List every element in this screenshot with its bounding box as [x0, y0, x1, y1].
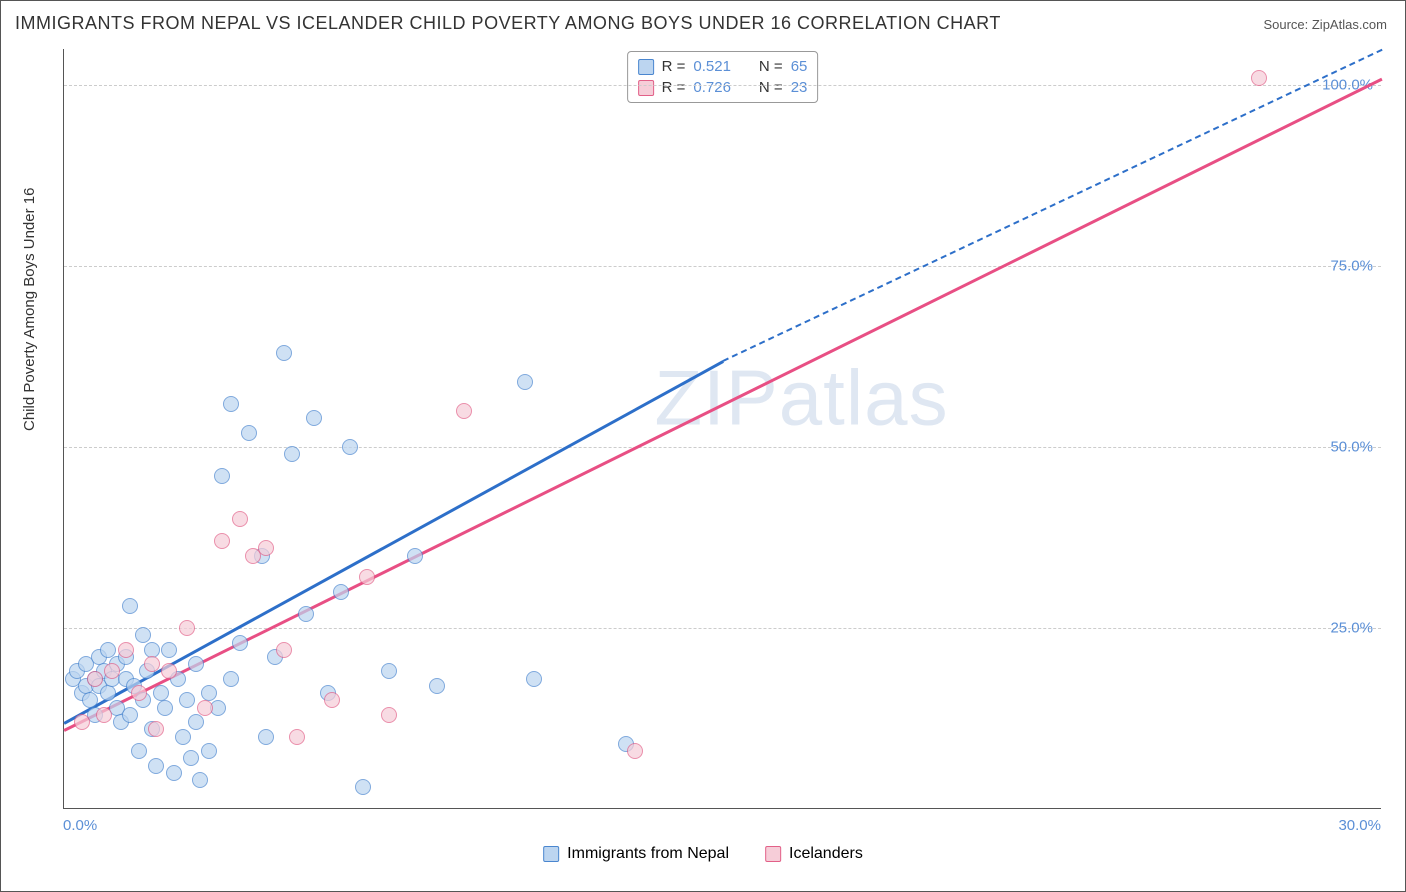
data-point [161, 663, 177, 679]
data-point [214, 468, 230, 484]
legend-item-iceland: Icelanders [765, 845, 863, 863]
gridline [64, 628, 1381, 629]
y-tick-label: 25.0% [1330, 620, 1373, 637]
data-point [241, 425, 257, 441]
r-value-iceland: 0.726 [693, 79, 731, 96]
swatch-iceland [638, 80, 654, 96]
data-point [179, 692, 195, 708]
data-point [342, 439, 358, 455]
data-point [161, 642, 177, 658]
n-label: N = [759, 79, 783, 96]
data-point [148, 721, 164, 737]
data-point [223, 396, 239, 412]
r-label: R = [662, 79, 686, 96]
data-point [223, 671, 239, 687]
data-point [355, 779, 371, 795]
data-point [157, 700, 173, 716]
data-point [381, 663, 397, 679]
stats-box: R = 0.521 N = 65 R = 0.726 N = 23 [627, 51, 819, 103]
data-point [359, 569, 375, 585]
data-point [289, 729, 305, 745]
legend-label-nepal: Immigrants from Nepal [567, 845, 729, 863]
data-point [1251, 70, 1267, 86]
gridline [64, 85, 1381, 86]
y-tick-label: 75.0% [1330, 258, 1373, 275]
n-label: N = [759, 58, 783, 75]
data-point [232, 635, 248, 651]
y-axis-title: Child Poverty Among Boys Under 16 [21, 188, 38, 431]
data-point [407, 548, 423, 564]
legend-label-iceland: Icelanders [789, 845, 863, 863]
y-tick-label: 50.0% [1330, 439, 1373, 456]
data-point [100, 685, 116, 701]
data-point [456, 403, 472, 419]
source-label: Source: ZipAtlas.com [1263, 17, 1387, 32]
data-point [324, 692, 340, 708]
data-point [232, 511, 248, 527]
n-value-iceland: 23 [791, 79, 808, 96]
bottom-legend: Immigrants from Nepal Icelanders [543, 845, 863, 863]
data-point [122, 707, 138, 723]
data-point [188, 656, 204, 672]
data-point [276, 642, 292, 658]
trend-line [63, 78, 1382, 732]
data-point [192, 772, 208, 788]
gridline [64, 447, 1381, 448]
x-tick-label: 0.0% [63, 817, 97, 834]
source-prefix: Source: [1263, 17, 1311, 32]
legend-item-nepal: Immigrants from Nepal [543, 845, 729, 863]
data-point [131, 743, 147, 759]
data-point [148, 758, 164, 774]
n-value-nepal: 65 [791, 58, 808, 75]
data-point [135, 627, 151, 643]
gridline [64, 266, 1381, 267]
data-point [214, 533, 230, 549]
data-point [284, 446, 300, 462]
data-point [104, 663, 120, 679]
data-point [258, 729, 274, 745]
data-point [627, 743, 643, 759]
plot-area: ZIPatlas R = 0.521 N = 65 R = 0.726 N = … [63, 49, 1381, 809]
swatch-nepal [638, 59, 654, 75]
data-point [188, 714, 204, 730]
data-point [306, 410, 322, 426]
data-point [298, 606, 314, 622]
legend-swatch-iceland [765, 846, 781, 862]
data-point [100, 642, 116, 658]
x-tick-label: 30.0% [1338, 817, 1381, 834]
data-point [87, 671, 103, 687]
data-point [381, 707, 397, 723]
data-point [131, 685, 147, 701]
data-point [175, 729, 191, 745]
data-point [183, 750, 199, 766]
legend-swatch-nepal [543, 846, 559, 862]
data-point [201, 743, 217, 759]
stats-row-iceland: R = 0.726 N = 23 [638, 77, 808, 98]
data-point [333, 584, 349, 600]
chart-container: IMMIGRANTS FROM NEPAL VS ICELANDER CHILD… [0, 0, 1406, 892]
data-point [144, 656, 160, 672]
stats-row-nepal: R = 0.521 N = 65 [638, 56, 808, 77]
r-value-nepal: 0.521 [693, 58, 731, 75]
data-point [276, 345, 292, 361]
data-point [96, 707, 112, 723]
data-point [179, 620, 195, 636]
data-point [258, 540, 274, 556]
trend-line-extended [723, 49, 1383, 362]
data-point [118, 642, 134, 658]
data-point [74, 714, 90, 730]
data-point [166, 765, 182, 781]
chart-title: IMMIGRANTS FROM NEPAL VS ICELANDER CHILD… [15, 13, 1001, 34]
data-point [517, 374, 533, 390]
data-point [429, 678, 445, 694]
data-point [197, 700, 213, 716]
source-name: ZipAtlas.com [1312, 17, 1387, 32]
data-point [526, 671, 542, 687]
data-point [122, 598, 138, 614]
r-label: R = [662, 58, 686, 75]
